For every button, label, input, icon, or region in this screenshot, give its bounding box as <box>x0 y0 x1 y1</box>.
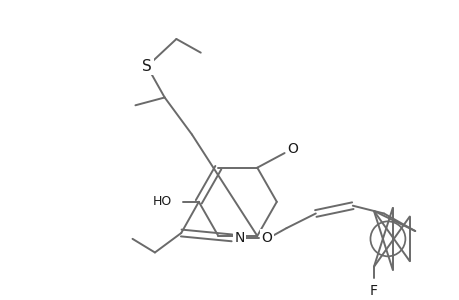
Text: F: F <box>369 284 377 298</box>
Text: S: S <box>142 59 151 74</box>
Text: N: N <box>234 231 244 245</box>
Text: O: O <box>261 231 272 245</box>
Text: HO: HO <box>152 195 171 208</box>
Text: O: O <box>286 142 297 156</box>
